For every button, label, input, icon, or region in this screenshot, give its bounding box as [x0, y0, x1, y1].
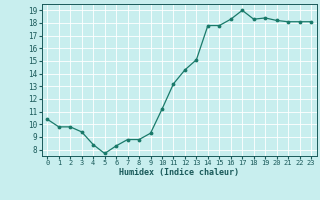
X-axis label: Humidex (Indice chaleur): Humidex (Indice chaleur)	[119, 168, 239, 177]
